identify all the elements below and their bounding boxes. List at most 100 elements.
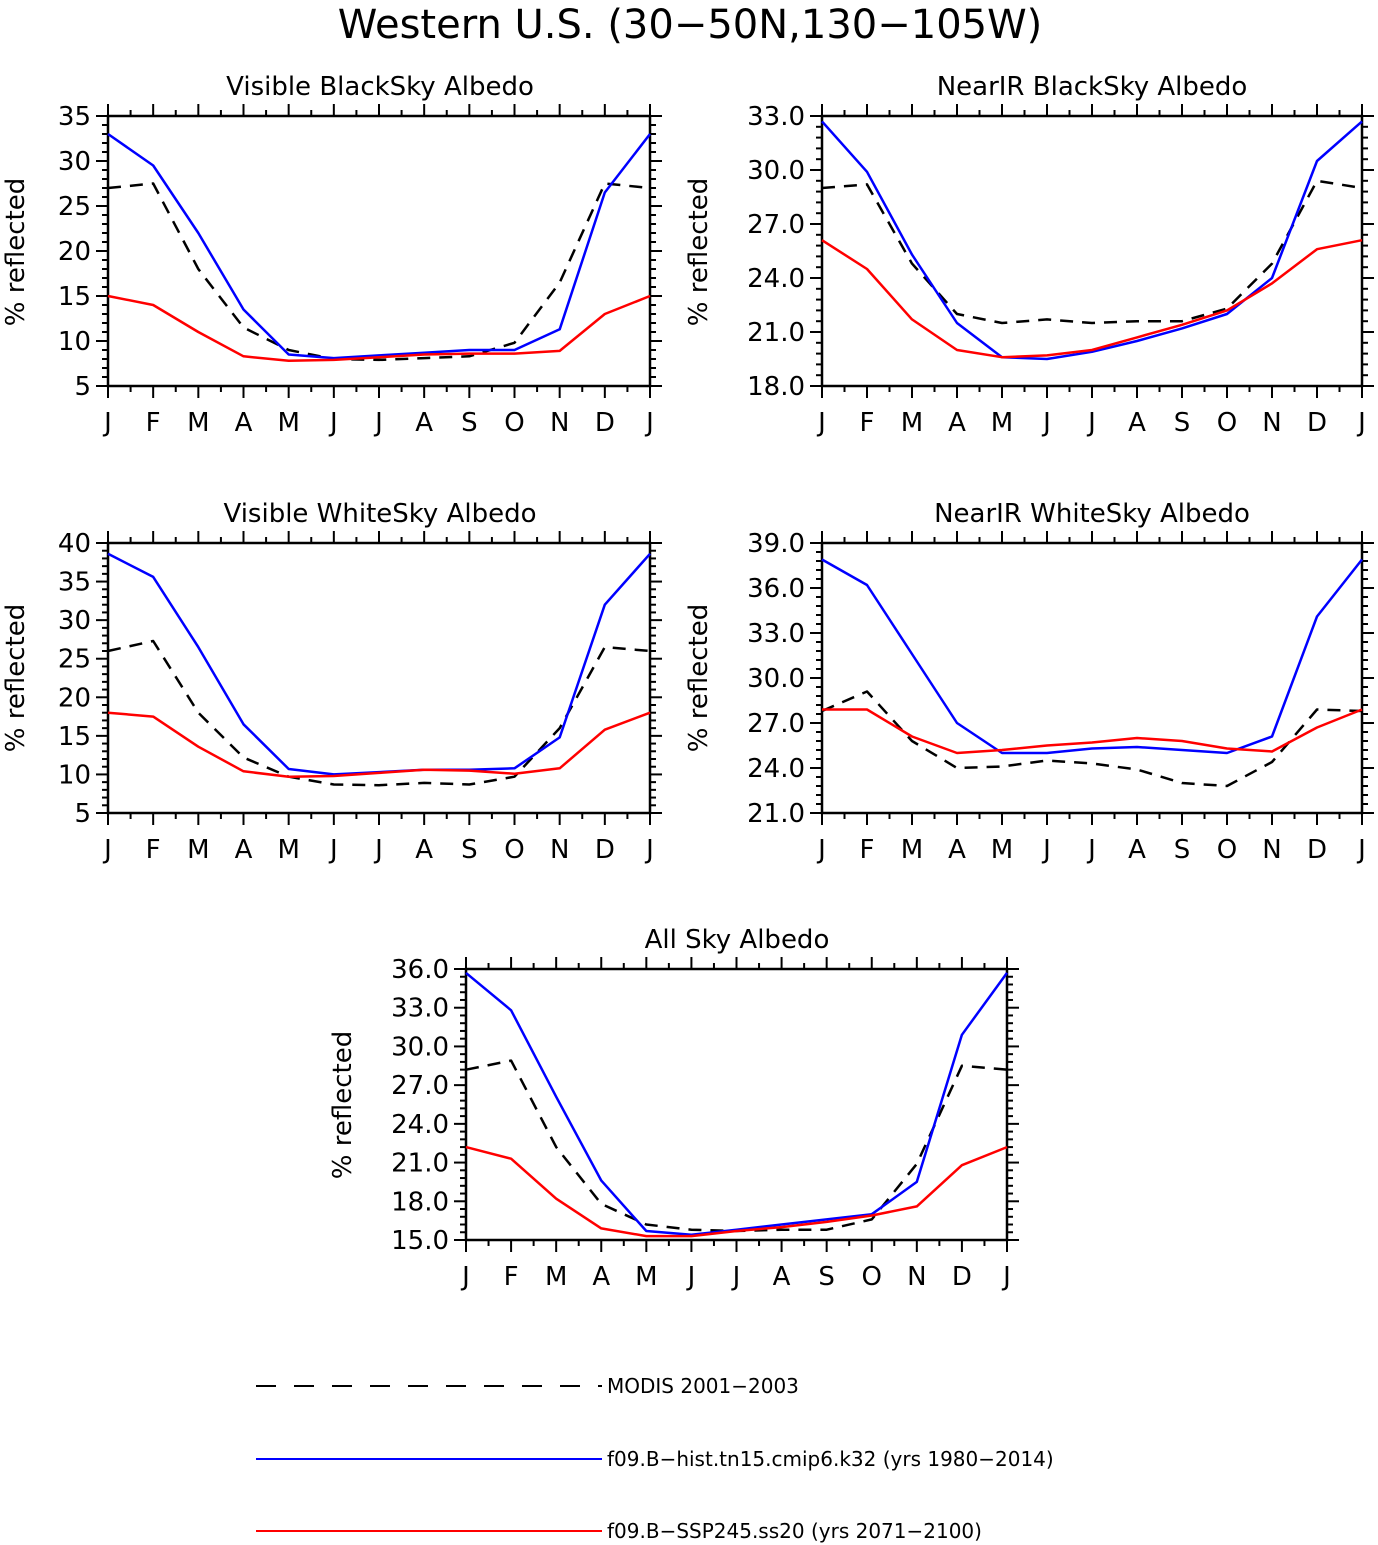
x-tick-label: F [504, 1262, 519, 1292]
x-tick-label: J [460, 1262, 470, 1292]
x-tick-label: D [952, 1262, 972, 1292]
y-tick-label: 40 [58, 529, 91, 559]
x-tick-label: M [187, 835, 209, 865]
x-tick-label: M [277, 408, 299, 438]
series-line-modis [821, 179, 1363, 325]
y-tick-label: 27.0 [747, 210, 805, 240]
panel-title: Visible BlackSky Albedo [226, 72, 534, 102]
y-tick-label: 18.0 [747, 372, 805, 402]
x-tick-label: D [1307, 408, 1327, 438]
series-line-modis [821, 690, 1363, 788]
x-tick-label: J [1356, 408, 1366, 438]
x-tick-label: A [235, 835, 253, 865]
x-tick-label: J [1356, 835, 1366, 865]
series-line-modis [465, 1059, 1008, 1233]
x-tick-label: A [1128, 835, 1146, 865]
y-tick-label: 25 [58, 645, 91, 675]
legend-label-hist: f09.B−hist.tn15.cmip6.k32 (yrs 1980−2014… [607, 1447, 1054, 1471]
x-tick-label: D [595, 408, 615, 438]
x-tick-label: A [773, 1262, 791, 1292]
x-tick-label: M [277, 835, 299, 865]
y-tick-label: 36.0 [747, 574, 805, 604]
y-tick-label: 24.0 [747, 754, 805, 784]
x-tick-label: A [948, 835, 966, 865]
legend-label-ssp245: f09.B−SSP245.ss20 (yrs 2071−2100) [607, 1519, 982, 1543]
x-tick-label: N [907, 1262, 926, 1292]
x-tick-label: J [816, 835, 826, 865]
x-tick-label: A [592, 1262, 610, 1292]
x-tick-label: J [644, 408, 654, 438]
y-tick-label: 5 [74, 372, 91, 402]
y-tick-label: 36.0 [391, 955, 449, 985]
x-tick-label: O [1217, 408, 1237, 438]
y-axis-label: % reflected [1, 178, 31, 326]
series-line-ssp245 [107, 294, 651, 363]
x-tick-label: A [415, 408, 433, 438]
y-tick-label: 15 [58, 282, 91, 312]
y-tick-label: 24.0 [391, 1110, 449, 1140]
x-tick-label: A [415, 835, 433, 865]
x-tick-label: F [860, 835, 875, 865]
series-line-ssp245 [822, 708, 1363, 755]
y-tick-label: 35 [58, 102, 91, 132]
x-tick-label: J [1086, 408, 1096, 438]
x-tick-label: J [644, 835, 654, 865]
x-tick-label: O [504, 408, 524, 438]
y-axis-label: % reflected [684, 178, 714, 326]
series-line-modis [107, 182, 651, 362]
x-tick-label: J [686, 1262, 696, 1292]
y-tick-label: 15.0 [391, 1226, 449, 1256]
x-tick-label: S [818, 1262, 835, 1292]
x-tick-label: M [991, 408, 1013, 438]
x-tick-label: A [948, 408, 966, 438]
y-tick-label: 5 [74, 799, 91, 829]
x-tick-label: J [102, 835, 112, 865]
series-line-ssp245 [465, 1145, 1008, 1238]
series-line-hist [107, 132, 651, 360]
x-tick-label: O [862, 1262, 882, 1292]
y-tick-label: 21.0 [747, 318, 805, 348]
y-tick-label: 39.0 [747, 529, 805, 559]
y-tick-label: 10 [58, 327, 91, 357]
panel-title: Visible WhiteSky Albedo [223, 499, 536, 529]
x-tick-label: M [635, 1262, 657, 1292]
x-tick-label: O [1217, 835, 1237, 865]
x-tick-label: M [545, 1262, 567, 1292]
y-tick-label: 20 [58, 683, 91, 713]
y-tick-label: 33.0 [747, 619, 805, 649]
x-tick-label: F [146, 835, 161, 865]
y-axis-label: % reflected [684, 604, 714, 752]
x-tick-label: M [187, 408, 209, 438]
x-tick-label: J [816, 408, 826, 438]
x-tick-label: O [504, 835, 524, 865]
series-line-modis [107, 639, 651, 787]
y-tick-label: 10 [58, 760, 91, 790]
y-axis-label: % reflected [328, 1031, 358, 1179]
x-tick-label: J [328, 408, 338, 438]
y-tick-label: 30 [58, 606, 91, 636]
panel-title: All Sky Albedo [645, 925, 830, 955]
y-tick-label: 30.0 [747, 664, 805, 694]
y-tick-label: 21.0 [391, 1149, 449, 1179]
y-tick-label: 33.0 [391, 994, 449, 1024]
y-tick-label: 30.0 [391, 1032, 449, 1062]
x-tick-label: F [860, 408, 875, 438]
x-tick-label: M [901, 408, 923, 438]
y-axis-label: % reflected [1, 604, 31, 752]
series-line-hist [465, 971, 1009, 1237]
x-tick-label: J [373, 835, 383, 865]
x-tick-label: N [1262, 835, 1281, 865]
x-tick-label: S [461, 408, 478, 438]
x-tick-label: F [146, 408, 161, 438]
x-tick-label: J [102, 408, 112, 438]
x-tick-label: S [461, 835, 478, 865]
series-line-hist [821, 120, 1363, 361]
x-tick-label: S [1174, 408, 1191, 438]
x-tick-label: J [1001, 1262, 1011, 1292]
x-tick-label: J [373, 408, 383, 438]
